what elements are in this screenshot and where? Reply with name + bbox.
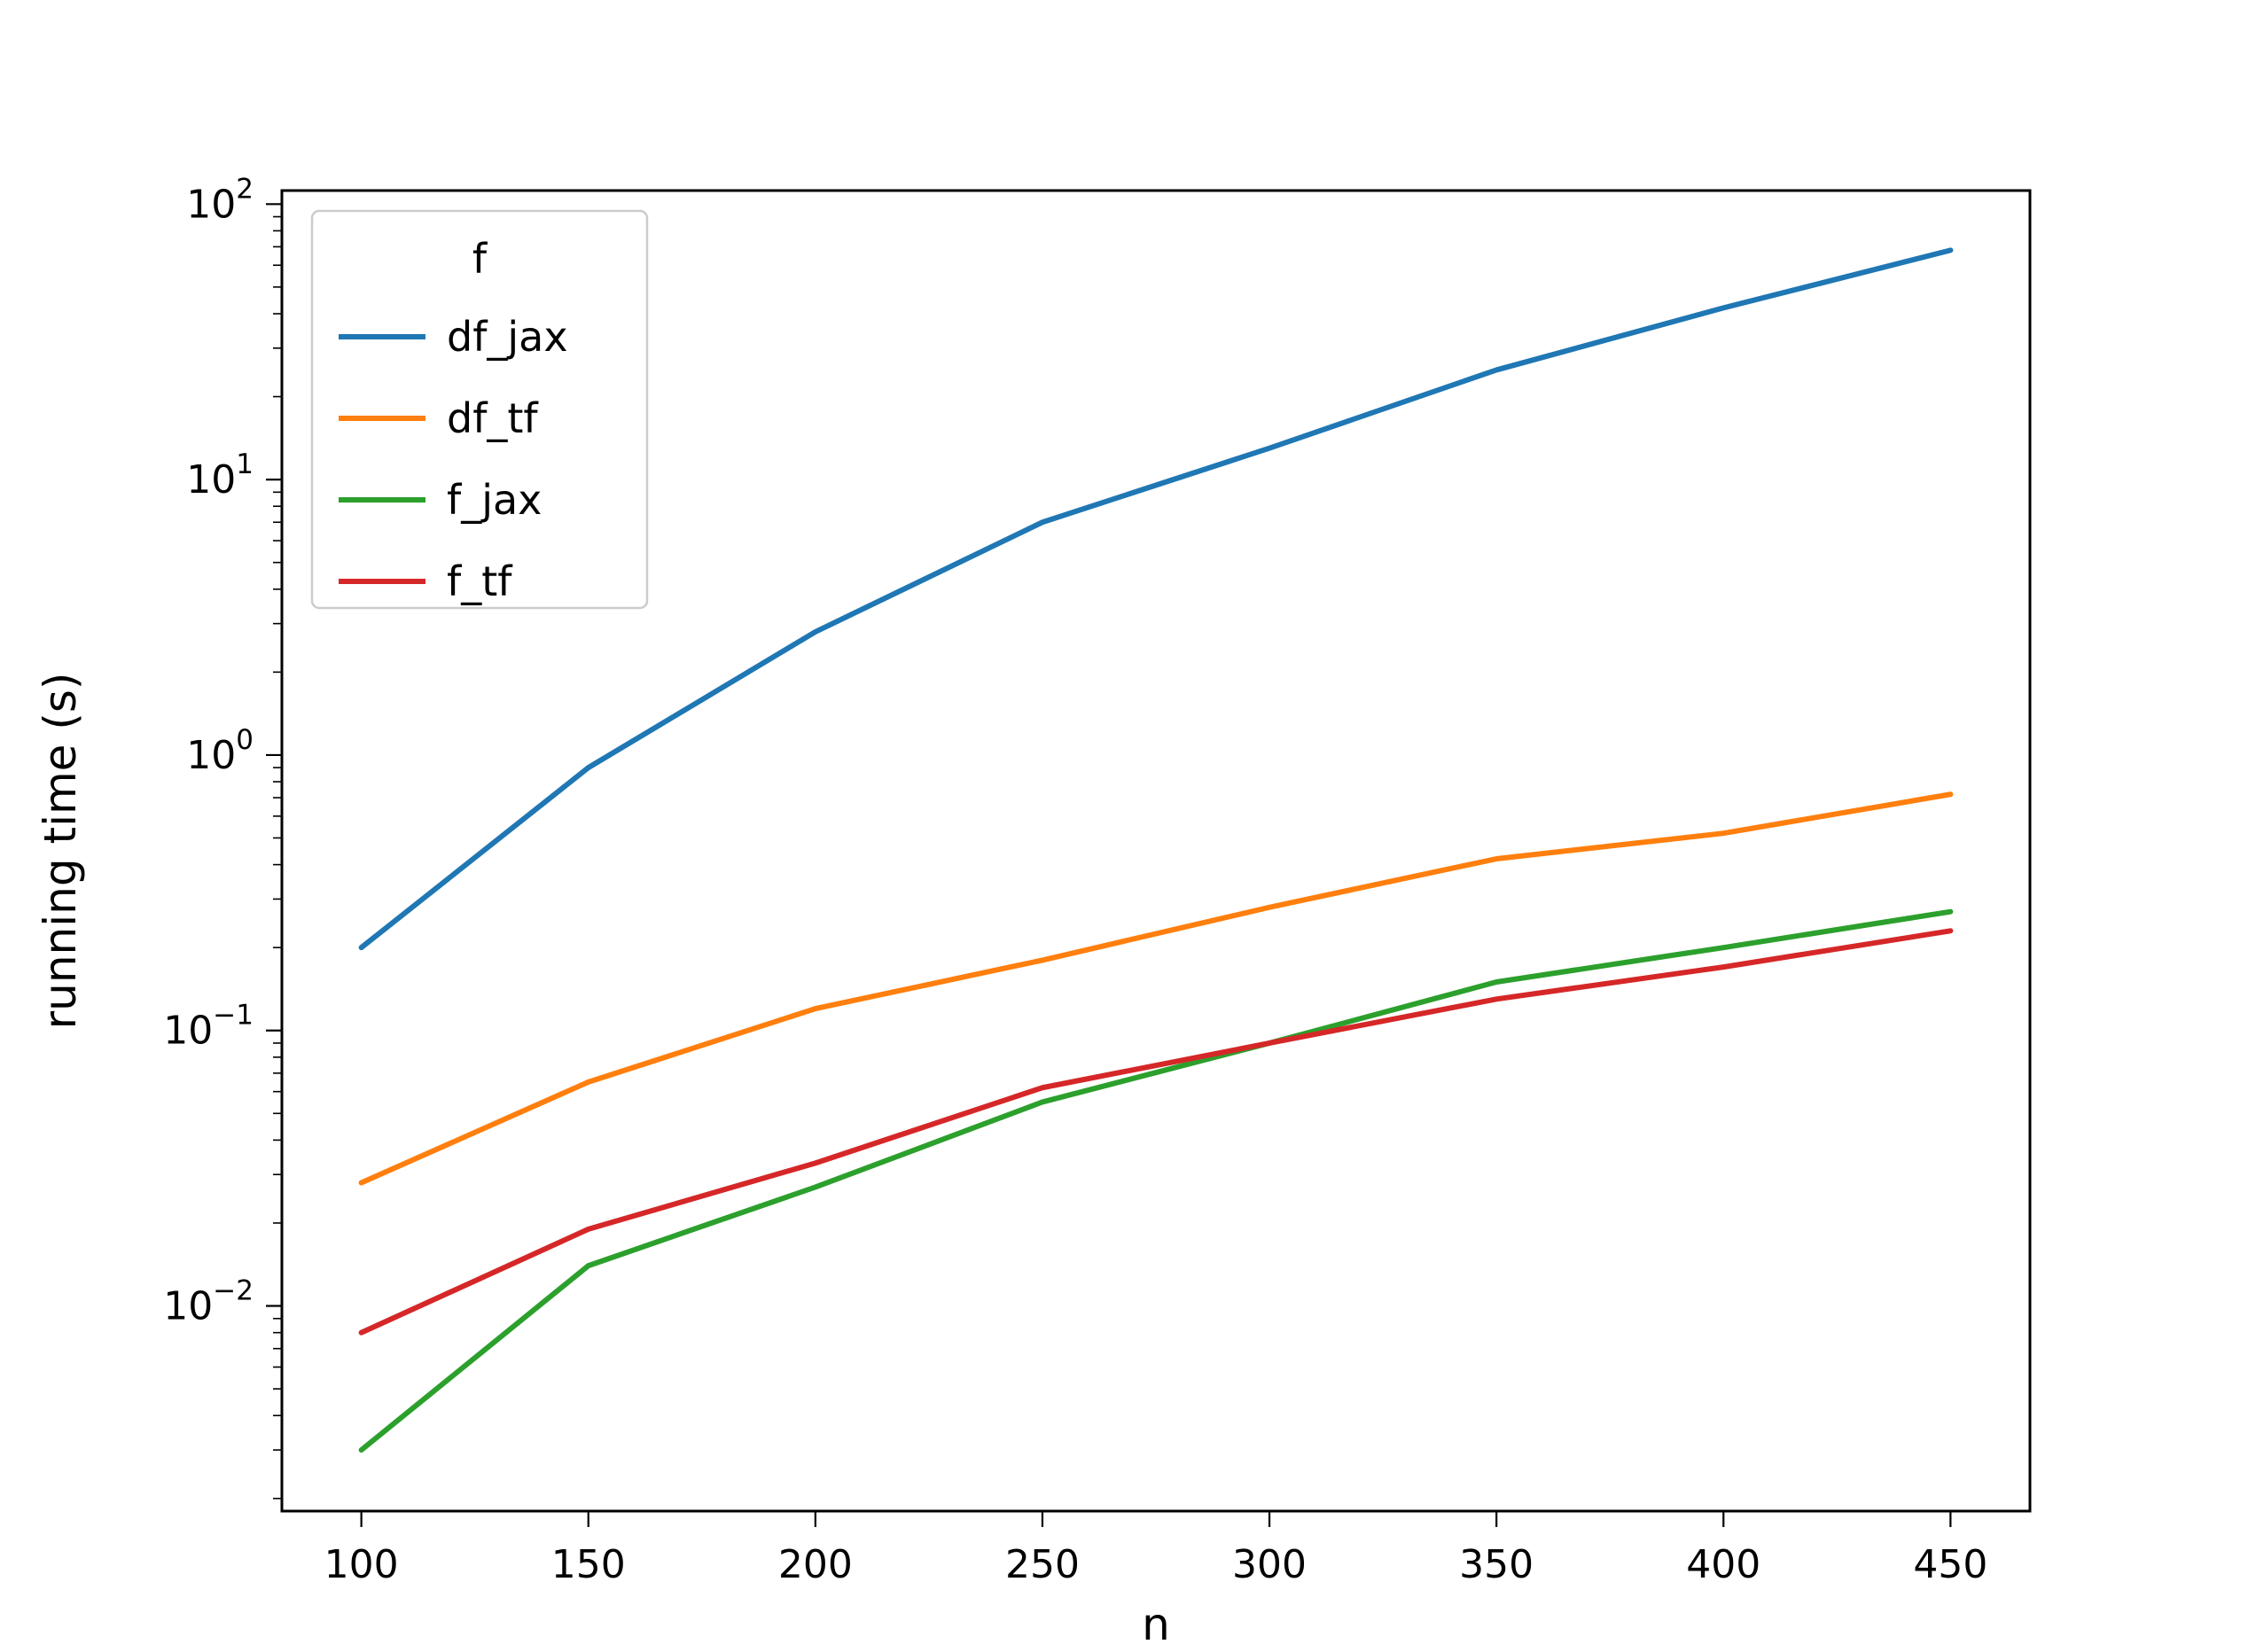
- legend: f df_jax df_tf f_jax f_tf: [310, 209, 649, 610]
- x-axis-tick-label: 350: [1459, 1542, 1534, 1587]
- y-axis-tick-label: 102: [186, 173, 254, 227]
- series-line-f_tf: [358, 928, 1954, 1336]
- y-axis-label: running time (s): [35, 673, 86, 1030]
- x-axis-tick-label: 400: [1686, 1542, 1760, 1587]
- x-axis-tick-label: 100: [324, 1542, 399, 1587]
- legend-label-f_jax: f_jax: [447, 476, 542, 524]
- y-axis-tick-label: 100: [186, 724, 254, 778]
- y-axis-tick-label: 10−2: [163, 1275, 254, 1329]
- legend-label-df_jax: df_jax: [447, 313, 568, 361]
- y-axis-tick-label: 10−1: [163, 1000, 254, 1054]
- series-line-df_jax: [358, 247, 1954, 951]
- x-axis-tick-label: 450: [1913, 1542, 1987, 1587]
- series-line-f_jax: [358, 908, 1954, 1453]
- plot-area-border: [280, 189, 2032, 1513]
- x-axis-tick-label: 250: [1005, 1542, 1080, 1587]
- x-axis-tick-label: 200: [778, 1542, 853, 1587]
- x-axis-label: n: [1142, 1599, 1170, 1650]
- y-axis-tick-label: 101: [186, 448, 254, 503]
- legend-label-f_tf: f_tf: [447, 557, 513, 605]
- axes-labels: 102 101 100 10−1 10−2 100 150 200 250 300 350 400 45…: [35, 173, 1987, 1650]
- x-axis-tick-label: 300: [1232, 1542, 1307, 1587]
- x-axis-tick-label: 150: [551, 1542, 626, 1587]
- series-line-df_tf: [358, 791, 1954, 1186]
- legend-box: [310, 209, 649, 610]
- legend-label-df_tf: df_tf: [447, 394, 539, 442]
- series-lines: [358, 247, 1954, 1453]
- legend-title: f: [472, 235, 488, 283]
- axes-ticks: [266, 203, 1952, 1527]
